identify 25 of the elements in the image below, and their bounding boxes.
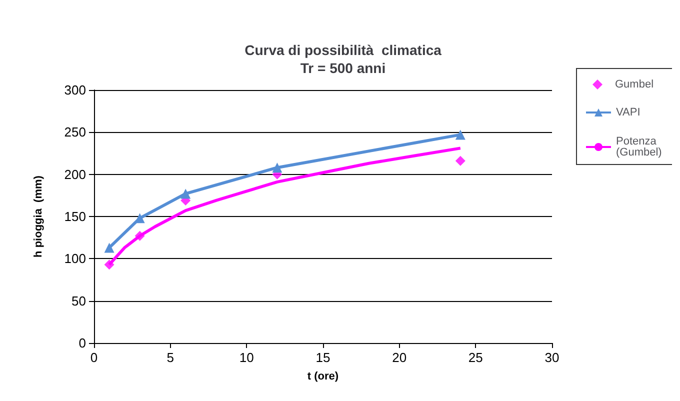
y-tick-label: 150 bbox=[64, 209, 86, 224]
legend-label: Potenza (Gumbel) bbox=[616, 136, 662, 158]
x-tick-label: 25 bbox=[468, 350, 483, 365]
point bbox=[455, 156, 466, 166]
y-tick-label: 200 bbox=[64, 166, 86, 182]
y-tick-label: 50 bbox=[72, 293, 86, 308]
point bbox=[455, 130, 466, 140]
y-tick-label: 300 bbox=[64, 82, 86, 98]
x-tick-label: 10 bbox=[239, 350, 254, 365]
x-tick-label: 15 bbox=[316, 350, 330, 365]
point bbox=[180, 188, 191, 199]
x-tick-label: 5 bbox=[166, 350, 174, 365]
y-axis-title: h pioggia (mm) bbox=[32, 175, 44, 258]
y-tick-label: 250 bbox=[64, 124, 86, 140]
legend-label: Gumbel bbox=[615, 78, 654, 90]
point bbox=[272, 162, 282, 173]
x-tick-label: 0 bbox=[90, 350, 98, 365]
y-tick-label: 0 bbox=[78, 336, 86, 350]
x-axis-title: t (ore) bbox=[307, 370, 339, 382]
chart-title: Curva di possibilità climatica Tr = 500 anni bbox=[244, 42, 442, 76]
x-tick-label: 20 bbox=[392, 350, 407, 365]
y-tick-label: 100 bbox=[64, 251, 86, 266]
legend-label: VAPI bbox=[616, 106, 640, 118]
point bbox=[104, 242, 114, 253]
x-tick-label: 30 bbox=[544, 350, 560, 365]
